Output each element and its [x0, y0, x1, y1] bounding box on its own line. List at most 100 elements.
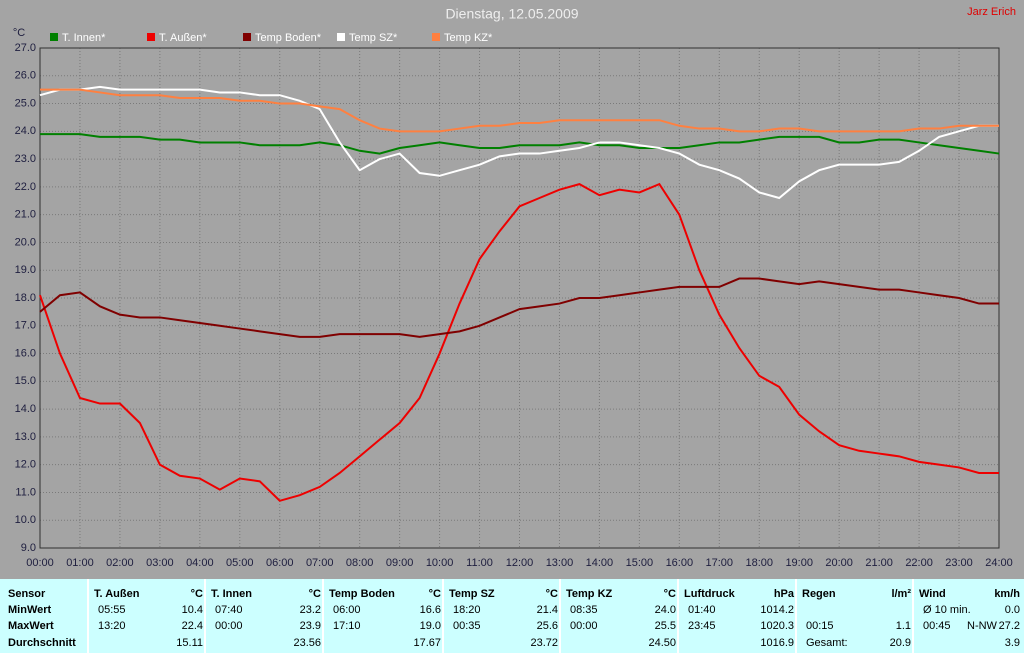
table-header: Regen: [802, 588, 836, 600]
table-header: Temp Boden: [329, 588, 395, 600]
x-tick-label: 14:00: [586, 557, 614, 569]
x-tick-label: 17:00: [706, 557, 734, 569]
x-tick-label: 20:00: [825, 557, 853, 569]
table-cell: 20.9: [890, 637, 911, 649]
table-unit: °C: [191, 588, 203, 600]
table-cell: 23.56: [293, 637, 321, 649]
table-unit: °C: [309, 588, 321, 600]
y-tick-label: 25.0: [15, 97, 36, 109]
x-tick-label: 24:00: [985, 557, 1013, 569]
y-tick-label: 15.0: [15, 375, 36, 387]
legend-label: Temp Boden*: [255, 32, 322, 44]
legend-label: Temp SZ*: [349, 32, 398, 44]
x-tick-label: 22:00: [905, 557, 933, 569]
table-cell: Gesamt:: [806, 637, 848, 649]
y-tick-label: 21.0: [15, 209, 36, 221]
table-cell: N-NW: [967, 620, 998, 632]
y-tick-label: 11.0: [15, 486, 36, 498]
table-cell: 17.67: [413, 637, 441, 649]
x-tick-label: 21:00: [865, 557, 893, 569]
table-cell: Ø 10 min.: [923, 604, 971, 616]
table-cell: 18:20: [453, 604, 481, 616]
table-cell: 21.4: [537, 604, 558, 616]
x-tick-label: 10:00: [426, 557, 454, 569]
table-header: T. Außen: [94, 588, 140, 600]
table-cell: 00:45: [923, 620, 951, 632]
table-header: Wind: [919, 588, 946, 600]
x-tick-label: 08:00: [346, 557, 374, 569]
series-line: [39, 277, 999, 338]
table-unit: km/h: [994, 588, 1020, 600]
table-header: T. Innen: [211, 588, 252, 600]
legend-swatch: [147, 33, 155, 41]
legend-swatch: [432, 33, 440, 41]
y-axis-label: °C: [13, 27, 25, 39]
table-cell: 05:55: [98, 604, 126, 616]
y-tick-label: 10.0: [15, 514, 36, 526]
legend-label: T. Außen*: [159, 32, 207, 44]
table-unit: l/m²: [891, 588, 911, 600]
table-cell: 19.0: [420, 620, 441, 632]
y-tick-label: 22.0: [15, 181, 36, 193]
author: Jarz Erich: [967, 6, 1016, 18]
x-tick-label: 01:00: [66, 557, 94, 569]
legend-label: T. Innen*: [62, 32, 106, 44]
table-cell: 0.0: [1005, 604, 1020, 616]
table-header: Temp SZ: [449, 588, 495, 600]
table-cell: 24.50: [648, 637, 676, 649]
table-cell: 23:45: [688, 620, 716, 632]
x-tick-label: 15:00: [626, 557, 654, 569]
table-unit: hPa: [774, 588, 795, 600]
legend-swatch: [243, 33, 251, 41]
table-unit: °C: [664, 588, 676, 600]
table-cell: 00:15: [806, 620, 834, 632]
x-tick-label: 23:00: [945, 557, 973, 569]
table-unit: °C: [429, 588, 441, 600]
table-cell: 23.9: [300, 620, 321, 632]
table-cell: 10.4: [182, 604, 203, 616]
table-cell: 1.1: [896, 620, 911, 632]
table-cell: 22.4: [182, 620, 203, 632]
table-cell: 1020.3: [760, 620, 794, 632]
x-tick-label: 18:00: [745, 557, 773, 569]
x-tick-label: 11:00: [466, 557, 493, 569]
y-tick-label: 19.0: [15, 264, 36, 276]
table-unit: °C: [546, 588, 558, 600]
legend-swatch: [337, 33, 345, 41]
table-cell: 08:35: [570, 604, 598, 616]
x-tick-label: 13:00: [546, 557, 574, 569]
series-line: [40, 133, 1000, 155]
table-cell: 25.6: [537, 620, 558, 632]
y-tick-label: 17.0: [15, 320, 36, 332]
x-tick-label: 05:00: [226, 557, 254, 569]
legend-swatch: [50, 33, 58, 41]
table-cell: 27.2: [999, 620, 1020, 632]
table-cell: 00:35: [453, 620, 481, 632]
table-cell: 25.5: [655, 620, 676, 632]
x-tick-label: 19:00: [785, 557, 813, 569]
x-tick-label: 12:00: [506, 557, 534, 569]
table-cell: 13:20: [98, 620, 126, 632]
y-tick-label: 26.0: [15, 70, 36, 82]
y-tick-label: 9.0: [21, 542, 36, 554]
y-tick-label: 13.0: [15, 431, 36, 443]
table-header: Luftdruck: [684, 588, 736, 600]
table-cell: 06:00: [333, 604, 361, 616]
table-cell: 1014.2: [760, 604, 794, 616]
row-label: Durchschnitt: [8, 637, 76, 649]
x-tick-label: 03:00: [146, 557, 174, 569]
y-tick-label: 24.0: [15, 125, 36, 137]
series-line: [39, 182, 999, 502]
table-cell: 15.11: [176, 637, 203, 649]
chart-title: Dienstag, 12.05.2009: [445, 6, 578, 22]
y-tick-label: 16.0: [15, 347, 36, 359]
table-cell: 01:40: [688, 604, 716, 616]
table-cell: 17:10: [333, 620, 361, 632]
y-tick-label: 18.0: [15, 292, 36, 304]
table-cell: 00:00: [570, 620, 598, 632]
y-tick-label: 12.0: [15, 459, 36, 471]
table-cell: 3.9: [1005, 637, 1020, 649]
